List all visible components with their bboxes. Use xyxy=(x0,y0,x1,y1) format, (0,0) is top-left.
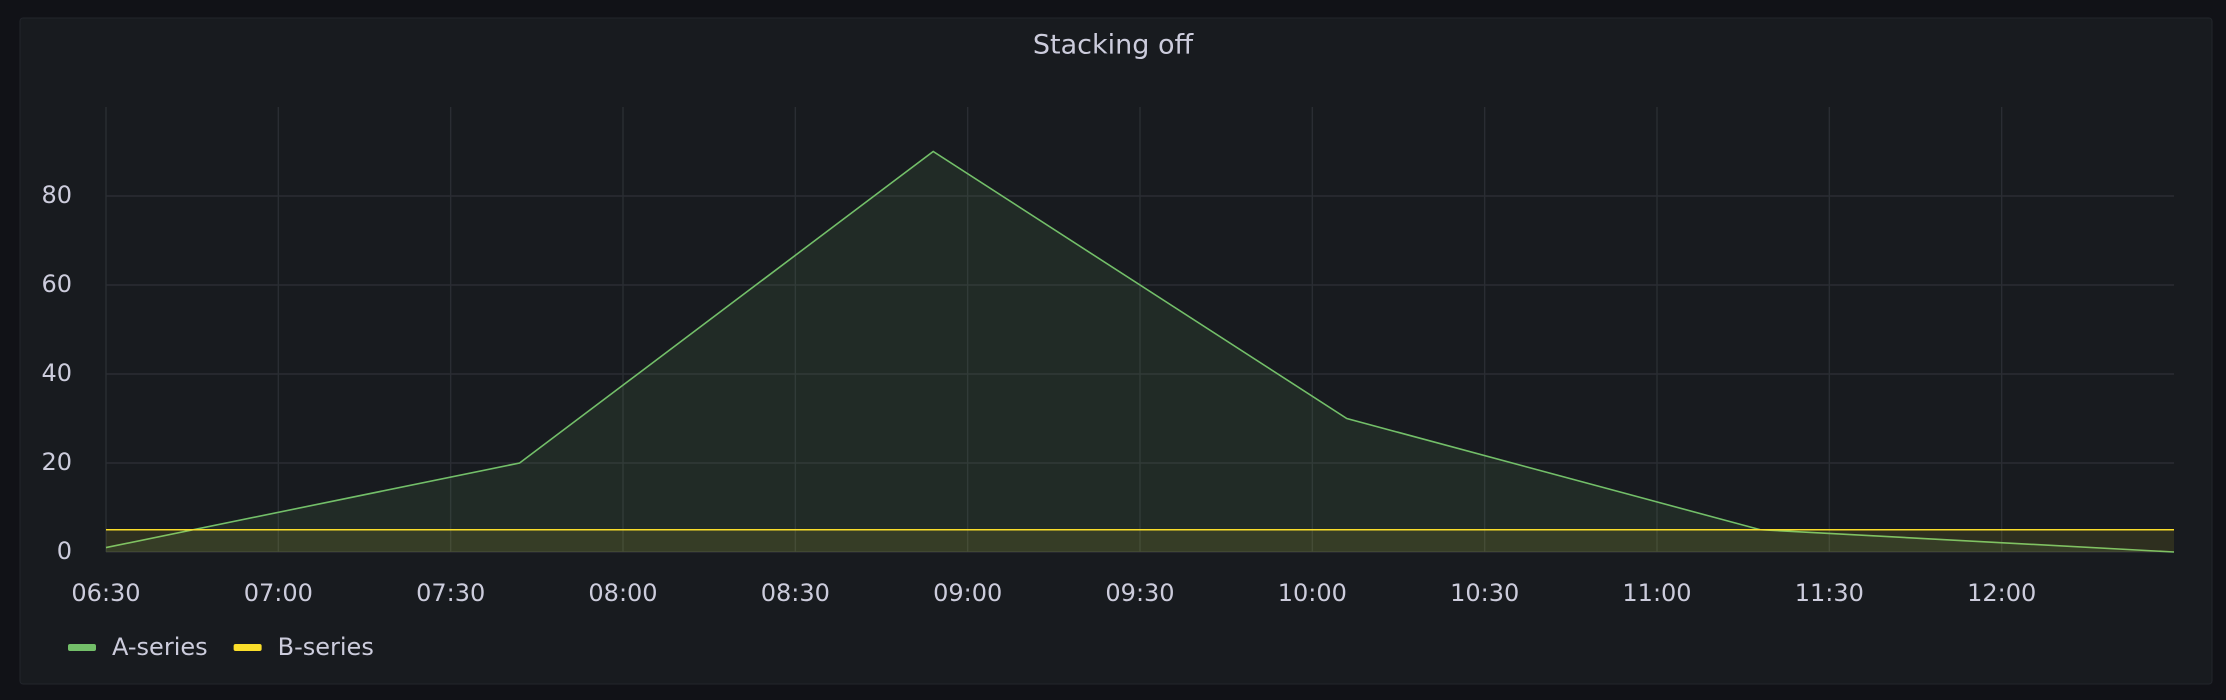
x-tick-label: 08:00 xyxy=(588,579,657,607)
x-tick-label: 10:00 xyxy=(1278,579,1347,607)
y-tick-label: 0 xyxy=(57,537,72,565)
y-tick-label: 20 xyxy=(41,448,72,476)
x-tick-label: 08:30 xyxy=(761,579,830,607)
series-line xyxy=(105,150,2175,553)
series-area xyxy=(106,151,2174,552)
x-tick-label: 11:00 xyxy=(1622,579,1691,607)
legend-label: B-series xyxy=(278,633,374,661)
x-tick-label: 11:30 xyxy=(1795,579,1864,607)
y-tick-label: 80 xyxy=(41,181,72,209)
x-tick-label: 07:30 xyxy=(416,579,485,607)
y-tick-label: 40 xyxy=(41,359,72,387)
x-tick-label: 07:00 xyxy=(244,579,313,607)
series-area xyxy=(106,529,2174,552)
panel xyxy=(19,17,2213,685)
y-tick-label: 60 xyxy=(41,270,72,298)
x-tick-label: 09:00 xyxy=(933,579,1002,607)
legend-label: A-series xyxy=(112,633,208,661)
x-tick-label: 10:30 xyxy=(1450,579,1519,607)
legend-swatch xyxy=(233,644,262,651)
legend-swatch xyxy=(68,644,96,651)
x-tick-label: 09:30 xyxy=(1105,579,1174,607)
x-tick-label: 12:00 xyxy=(1967,579,2036,607)
x-tick-label: 06:30 xyxy=(71,579,140,607)
chart-title: Stacking off xyxy=(1033,30,1195,61)
